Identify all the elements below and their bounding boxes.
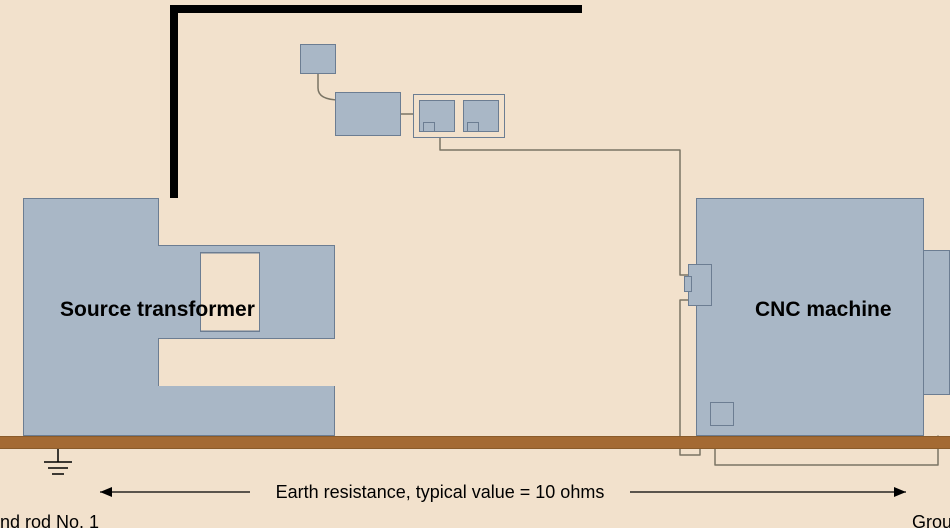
transformer-notch-0 — [158, 198, 335, 246]
wire-2 — [440, 132, 688, 275]
transformer-notch-1 — [158, 338, 335, 386]
ground-rod-1-label: nd rod No. 1 — [0, 512, 99, 528]
earth-band — [0, 436, 950, 449]
earth-resistance-label: Earth resistance, typical value = 10 ohm… — [260, 482, 620, 503]
source-transformer-label: Source transformer — [60, 298, 255, 322]
cnc-side-box — [924, 250, 950, 395]
ground-rod-2-label: Grou — [912, 512, 950, 528]
corner-box — [710, 402, 734, 426]
pair-left-tab — [423, 122, 435, 132]
cnc-machine-label: CNC machine — [755, 298, 892, 322]
bus-tap-box — [300, 44, 336, 74]
bus-segment-1 — [170, 5, 582, 13]
bus-segment-0 — [170, 5, 178, 202]
pair-right-tab — [467, 122, 479, 132]
wall-box-tab — [684, 276, 692, 292]
mid-box — [335, 92, 401, 136]
